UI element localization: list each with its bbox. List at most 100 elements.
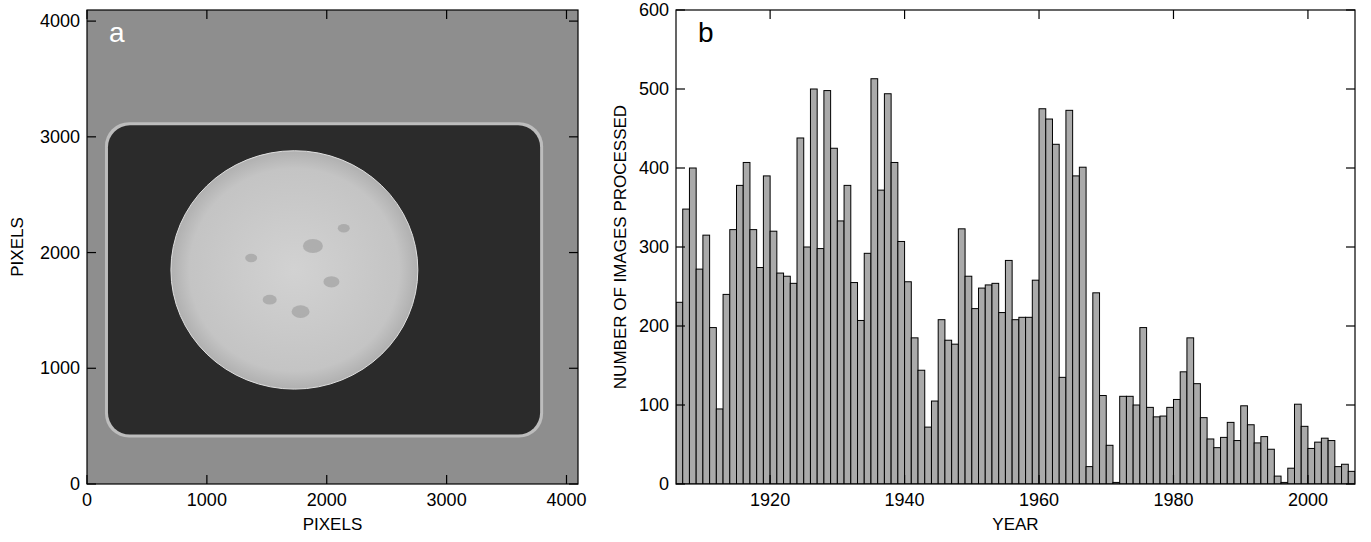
bar xyxy=(1288,468,1295,484)
x-tick-top xyxy=(326,10,327,19)
y-tick-right xyxy=(569,21,578,22)
y-axis-title: PIXELS xyxy=(8,217,27,277)
bar xyxy=(891,162,898,484)
y-tick-right xyxy=(569,136,578,137)
y-tick-right xyxy=(569,483,578,484)
bar xyxy=(710,328,717,484)
x-tick-label: 2000 xyxy=(307,490,347,510)
bar xyxy=(979,288,986,484)
bar xyxy=(737,185,744,484)
x-tick-label: 1920 xyxy=(750,490,790,510)
y-tick-label: 400 xyxy=(639,158,669,178)
x-tick-top xyxy=(904,10,905,19)
y-tick xyxy=(676,88,685,89)
y-tick-right xyxy=(1346,404,1355,405)
bar xyxy=(797,138,804,484)
bar xyxy=(1052,144,1059,484)
bar xyxy=(1234,441,1241,484)
y-tick-label: 300 xyxy=(639,237,669,257)
bar xyxy=(1274,476,1281,484)
bar xyxy=(1026,317,1033,484)
bar xyxy=(831,148,838,484)
bar xyxy=(898,241,905,484)
x-tick-top xyxy=(1307,10,1308,19)
bar xyxy=(817,249,824,484)
y-tick-label: 100 xyxy=(639,395,669,415)
bar xyxy=(958,229,965,484)
x-tick-label: 0 xyxy=(82,490,92,510)
bar xyxy=(1200,418,1207,484)
bar xyxy=(945,340,952,484)
y-tick-label: 1000 xyxy=(40,358,80,378)
plot-area xyxy=(87,10,578,484)
x-tick-label: 4000 xyxy=(546,490,586,510)
bar xyxy=(784,276,791,484)
y-tick xyxy=(87,21,96,22)
figure: 0 1000 2000 3000 4000 0 1000 2000 3000 4000 PIXELS… xyxy=(0,0,1371,542)
bar xyxy=(1093,293,1100,484)
bar xyxy=(1167,407,1174,484)
x-tick xyxy=(206,475,207,484)
x-tick-label: 1980 xyxy=(1153,490,1193,510)
y-tick-label: 500 xyxy=(639,79,669,99)
x-tick-top xyxy=(566,10,567,19)
bar xyxy=(703,235,710,484)
bar xyxy=(911,338,918,484)
x-tick xyxy=(1038,475,1039,484)
surface-feature xyxy=(263,295,277,305)
bar xyxy=(696,269,703,484)
y-tick xyxy=(676,404,685,405)
y-tick xyxy=(676,246,685,247)
x-tick xyxy=(904,475,905,484)
y-tick xyxy=(676,9,685,10)
bar xyxy=(676,302,683,484)
bar xyxy=(1012,320,1019,484)
y-axis-title: NUMBER OF IMAGES PROCESSED xyxy=(611,105,630,389)
plate-edge-glow xyxy=(105,122,543,437)
bar xyxy=(1348,471,1355,484)
x-tick-label: 3000 xyxy=(427,490,467,510)
bar xyxy=(1207,439,1214,484)
bar xyxy=(723,294,730,484)
x-tick-label: 2000 xyxy=(1288,490,1328,510)
bar xyxy=(1066,110,1073,484)
bar xyxy=(763,176,770,484)
panel-label: b xyxy=(698,17,714,48)
bar xyxy=(858,320,865,484)
bar xyxy=(1241,406,1248,484)
x-tick-label: 1000 xyxy=(187,490,227,510)
x-axis-title: YEAR xyxy=(992,515,1038,534)
bar xyxy=(1254,443,1261,484)
bar xyxy=(1247,425,1254,484)
bar xyxy=(905,282,912,484)
bar xyxy=(810,89,817,484)
x-tick-top xyxy=(1173,10,1174,19)
x-tick xyxy=(86,475,87,484)
y-tick xyxy=(87,368,96,369)
x-tick-top xyxy=(770,10,771,19)
x-tick-top xyxy=(446,10,447,19)
bar xyxy=(689,168,696,484)
bar xyxy=(1268,449,1275,484)
y-tick-label: 2000 xyxy=(40,243,80,263)
bar xyxy=(837,221,844,484)
y-tick-label: 3000 xyxy=(40,127,80,147)
bar xyxy=(1086,467,1093,484)
bar xyxy=(871,79,878,484)
y-tick-right xyxy=(1346,88,1355,89)
y-tick-right xyxy=(1346,167,1355,168)
x-tick xyxy=(1173,475,1174,484)
y-tick-right xyxy=(569,252,578,253)
bar xyxy=(1039,109,1046,484)
y-tick-right xyxy=(1346,246,1355,247)
y-tick-label: 4000 xyxy=(40,11,80,31)
y-tick-right xyxy=(569,368,578,369)
background xyxy=(0,0,1371,542)
x-tick-label: 1960 xyxy=(1019,490,1059,510)
y-tick-right xyxy=(1346,325,1355,326)
y-tick-label: 200 xyxy=(639,316,669,336)
bar xyxy=(1328,441,1335,484)
x-tick xyxy=(326,475,327,484)
y-tick-label: 0 xyxy=(70,474,80,494)
bar xyxy=(1120,396,1127,484)
